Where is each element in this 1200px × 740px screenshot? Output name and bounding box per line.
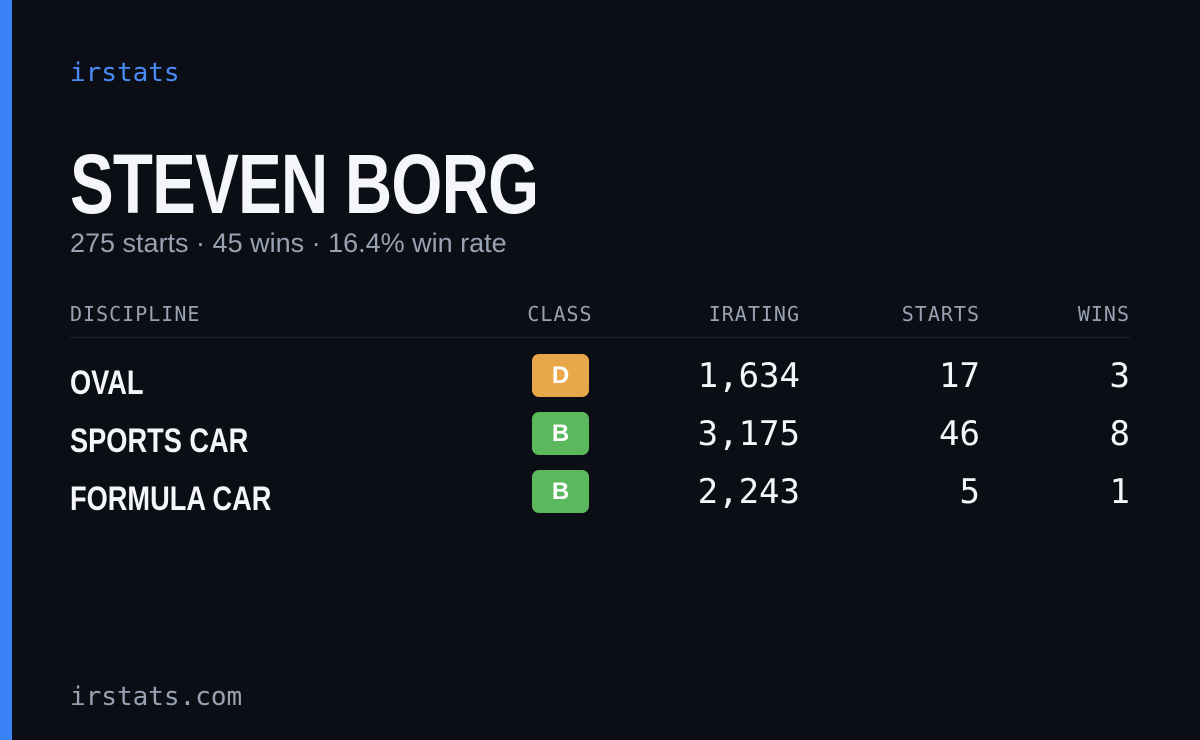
wins: 3 [1109,356,1130,396]
class-badge: D [532,354,589,397]
accent-bar [0,0,12,740]
class-badge: B [532,412,589,455]
starts: 5 [959,472,980,512]
footer: irstats.com [70,682,243,712]
wins: 8 [1109,414,1130,454]
irating: 1,634 [697,356,800,396]
column-header: CLASS [527,302,593,326]
column-header: IRATING [708,302,800,326]
irating: 2,243 [697,472,800,512]
discipline: FORMULA CAR [70,480,272,518]
header-rule [70,337,1130,338]
discipline: SPORTS CAR [70,422,249,460]
summary: 275 starts · 45 wins · 16.4% win rate [70,228,507,258]
column-header: WINS [1077,302,1130,326]
brand: irstats [70,58,180,88]
class-badge: B [532,470,589,513]
starts: 46 [939,414,980,454]
column-header: DISCIPLINE [70,302,201,326]
starts: 17 [939,356,980,396]
discipline: OVAL [70,364,144,402]
column-header: STARTS [901,302,980,326]
driver-name: STEVEN BORG [70,137,539,231]
irating: 3,175 [697,414,800,454]
wins: 1 [1109,472,1130,512]
